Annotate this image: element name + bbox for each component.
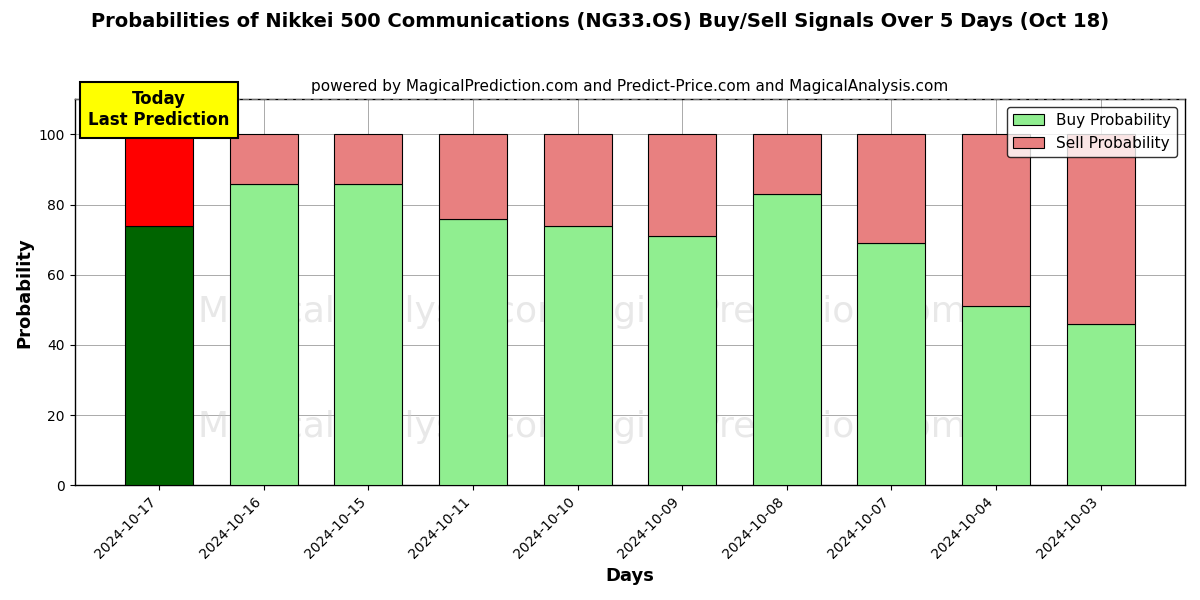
Legend: Buy Probability, Sell Probability: Buy Probability, Sell Probability [1007, 107, 1177, 157]
Bar [335, 134, 402, 184]
Bar [335, 184, 402, 485]
Title: powered by MagicalPrediction.com and Predict-Price.com and MagicalAnalysis.com: powered by MagicalPrediction.com and Pre… [311, 79, 948, 94]
Text: MagicalPrediction.com: MagicalPrediction.com [560, 295, 966, 329]
Bar [648, 134, 716, 236]
Bar [125, 226, 193, 485]
Bar [544, 226, 612, 485]
Bar [752, 134, 821, 194]
Text: MagicalAnalysis.com: MagicalAnalysis.com [198, 410, 574, 444]
Bar [439, 134, 506, 218]
Bar [857, 134, 925, 243]
Text: Probabilities of Nikkei 500 Communications (NG33.OS) Buy/Sell Signals Over 5 Day: Probabilities of Nikkei 500 Communicatio… [91, 12, 1109, 31]
Text: MagicalPrediction.com: MagicalPrediction.com [560, 410, 966, 444]
Bar [229, 134, 298, 184]
Text: MagicalAnalysis.com: MagicalAnalysis.com [198, 295, 574, 329]
Bar [125, 134, 193, 226]
Bar [752, 194, 821, 485]
Y-axis label: Probability: Probability [16, 237, 34, 347]
X-axis label: Days: Days [605, 567, 654, 585]
Bar [1067, 324, 1134, 485]
Bar [229, 184, 298, 485]
Bar [648, 236, 716, 485]
Bar [544, 134, 612, 226]
Bar [439, 218, 506, 485]
Bar [1067, 134, 1134, 324]
Text: Today
Last Prediction: Today Last Prediction [89, 91, 230, 129]
Bar [962, 134, 1030, 306]
Bar [962, 306, 1030, 485]
Bar [857, 243, 925, 485]
